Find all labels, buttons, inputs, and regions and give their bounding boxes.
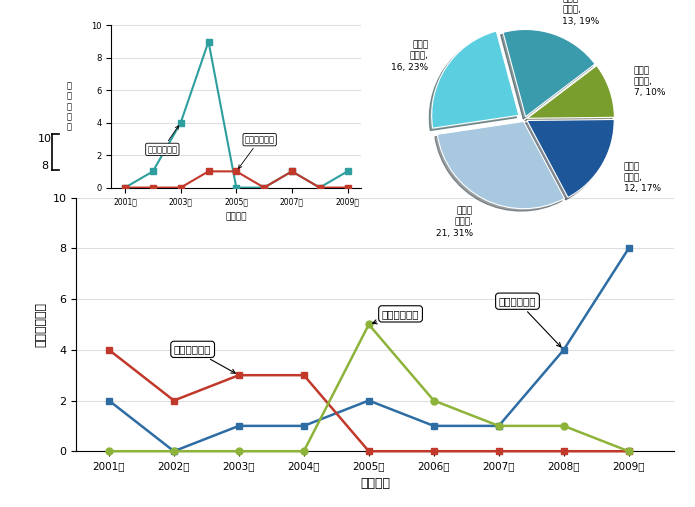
X-axis label: 출원년도: 출원년도 [360,477,391,489]
Wedge shape [503,29,595,117]
Text: 10: 10 [38,134,52,144]
Wedge shape [528,65,614,118]
Y-axis label: 특허출원건수: 특허출원건수 [34,302,47,347]
Text: 한국공
개특허,
21, 31%: 한국공 개특허, 21, 31% [436,206,473,238]
Text: 8: 8 [42,161,49,171]
X-axis label: 출원년도: 출원년도 [226,212,247,221]
Wedge shape [527,120,614,197]
Text: 일본공개특허: 일본공개특허 [174,344,236,373]
Y-axis label: 사
진
련
건
수: 사 진 련 건 수 [66,81,72,132]
Wedge shape [437,122,564,209]
Text: 미국등
록특허,
13, 19%: 미국등 록특허, 13, 19% [562,0,599,26]
Text: 유럽공
개특허,
7, 10%: 유럽공 개특허, 7, 10% [634,66,665,97]
Text: 미국공
개특허,
16, 23%: 미국공 개특허, 16, 23% [391,41,429,71]
Text: 미국공개특허: 미국공개특허 [238,135,275,168]
Text: 유럽공개특허: 유럽공개특허 [373,309,419,324]
Wedge shape [432,31,519,128]
Text: 한국공개특허: 한국공개특허 [499,296,561,347]
Text: 미국등록특허: 미국등록특허 [147,126,179,154]
Text: 일본공
개특허,
12, 17%: 일본공 개특허, 12, 17% [623,162,661,194]
